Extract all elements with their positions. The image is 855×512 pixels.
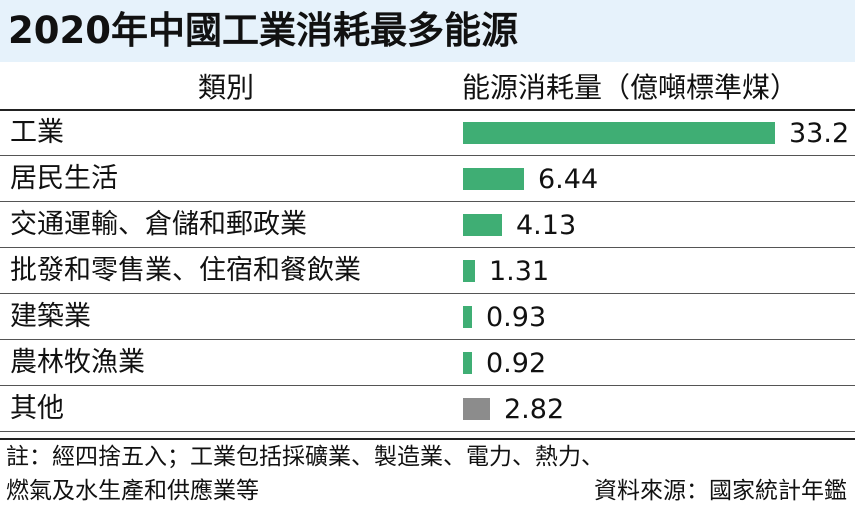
row-divider	[0, 155, 855, 156]
table-row: 其他 2.82	[0, 387, 855, 432]
footnote-line-2: 燃氣及水生產和供應業等	[6, 478, 259, 504]
value-label: 2.82	[504, 394, 565, 425]
bar	[463, 352, 472, 374]
bar	[463, 214, 502, 236]
row-divider	[0, 293, 855, 294]
footer-divider	[0, 438, 855, 440]
bar	[463, 168, 524, 190]
row-divider	[0, 339, 855, 340]
source-credit: 資料來源：國家統計年鑑	[594, 478, 847, 504]
value-label: 1.31	[489, 256, 550, 287]
table-row: 交通運輸、倉儲和郵政業 4.13	[0, 203, 855, 248]
bar	[463, 398, 490, 420]
category-label: 農林牧漁業	[10, 347, 145, 378]
value-label: 0.92	[486, 348, 547, 379]
bar	[463, 122, 775, 144]
table-row: 居民生活 6.44	[0, 157, 855, 202]
value-label: 0.93	[486, 302, 547, 333]
table-row: 建築業 0.93	[0, 295, 855, 340]
header-category: 類別	[198, 71, 255, 104]
category-label: 交通運輸、倉儲和郵政業	[10, 209, 307, 240]
table-row: 批發和零售業、住宿和餐飲業 1.31	[0, 249, 855, 294]
title-bar: 2020年中國工業消耗最多能源	[0, 0, 855, 62]
header-value: 能源消耗量（億噸標準煤）	[462, 71, 799, 104]
category-label: 工業	[10, 117, 64, 148]
header-divider	[0, 109, 855, 111]
value-label: 6.44	[538, 164, 599, 195]
footnote: 註：經四捨五入；工業包括採礦業、製造業、電力、熱力、 燃氣及水生產和供應業等	[6, 440, 852, 508]
footnote-line-1: 註：經四捨五入；工業包括採礦業、製造業、電力、熱力、	[6, 444, 604, 470]
table-row: 農林牧漁業 0.92	[0, 341, 855, 386]
row-divider	[0, 201, 855, 202]
value-label: 33.2	[789, 118, 850, 149]
bar	[463, 306, 472, 328]
category-label: 批發和零售業、住宿和餐飲業	[10, 255, 361, 286]
table-row: 工業 33.2	[0, 111, 855, 156]
value-label: 4.13	[516, 210, 577, 241]
table-header: 類別 能源消耗量（億噸標準煤）	[0, 66, 855, 110]
category-label: 居民生活	[10, 163, 118, 194]
category-label: 其他	[10, 393, 64, 424]
chart-title: 2020年中國工業消耗最多能源	[8, 9, 518, 52]
bar	[463, 260, 475, 282]
row-divider	[0, 385, 855, 386]
category-label: 建築業	[10, 301, 91, 332]
row-divider	[0, 431, 855, 432]
row-divider	[0, 247, 855, 248]
